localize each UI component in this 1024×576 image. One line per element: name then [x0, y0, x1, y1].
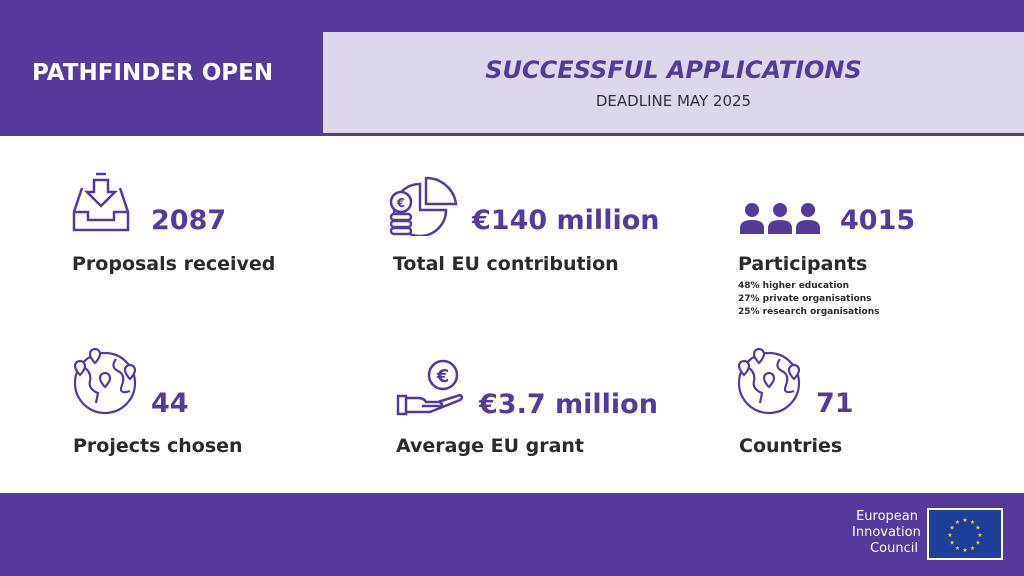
stat-label: Total EU contribution [393, 253, 619, 275]
star: ★ [949, 525, 954, 532]
euro-hand-icon: € [396, 359, 464, 416]
eu-flag-icon: ★ ★ ★ ★ ★ ★ ★ ★ ★ ★ ★ ★ [927, 508, 1003, 560]
stat-label: Proposals received [72, 253, 276, 275]
breakdown-item: 48% higher education [738, 281, 850, 291]
star: ★ [955, 519, 960, 526]
star: ★ [962, 547, 967, 554]
star: ★ [970, 545, 975, 552]
star: ★ [947, 532, 952, 539]
breakdown-item: 27% private organisations [738, 294, 872, 304]
brand-title: PATHFINDER OPEN [32, 60, 274, 86]
stat-value: 2087 [151, 205, 227, 236]
stat-value: 4015 [840, 205, 916, 236]
euro-pie-chart-icon: € [389, 176, 458, 236]
globe-pins-icon [737, 347, 801, 415]
participants-breakdown: 48% higher education 27% private organis… [738, 280, 879, 319]
star: ★ [970, 519, 975, 526]
star: ★ [962, 517, 967, 524]
stat-value: 71 [816, 388, 854, 419]
people-group-icon [740, 203, 820, 234]
logo-line: Innovation [852, 525, 921, 540]
star: ★ [949, 540, 954, 547]
stat-label: Average EU grant [396, 435, 585, 457]
stat-value: 44 [151, 388, 189, 419]
inbox-download-icon [72, 172, 130, 232]
stat-value: €3.7 million [479, 389, 658, 420]
svg-text:€: € [396, 196, 405, 210]
eu-stars: ★ ★★★★★★★★★★★ [947, 517, 982, 554]
stat-label: Projects chosen [73, 435, 243, 457]
breakdown-item: 25% research organisations [738, 307, 880, 317]
header-band: PATHFINDER OPEN SUCCESSFUL APPLICATIONS … [0, 0, 1024, 136]
star: ★ [955, 545, 960, 552]
title-panel: SUCCESSFUL APPLICATIONS DEADLINE MAY 202… [323, 32, 1024, 133]
page-title: SUCCESSFUL APPLICATIONS [485, 56, 862, 84]
footer-band: European Innovation Council ★ ★ ★ ★ ★ ★ ★ ★ ★ ★ ★ ★ [0, 493, 1024, 576]
logo-line: Council [870, 541, 918, 556]
logo-line: European [856, 509, 918, 524]
star: ★ [977, 532, 982, 539]
stat-label: Countries [739, 435, 843, 457]
stat-value: €140 million [472, 205, 660, 236]
stat-label: Participants [738, 253, 868, 275]
star: ★ [975, 525, 980, 532]
globe-pins-icon [73, 347, 137, 415]
svg-text:€: € [436, 366, 450, 387]
page-subtitle: DEADLINE MAY 2025 [595, 92, 752, 110]
eic-logo-text: European Innovation Council [852, 509, 921, 557]
star: ★ [975, 540, 980, 547]
